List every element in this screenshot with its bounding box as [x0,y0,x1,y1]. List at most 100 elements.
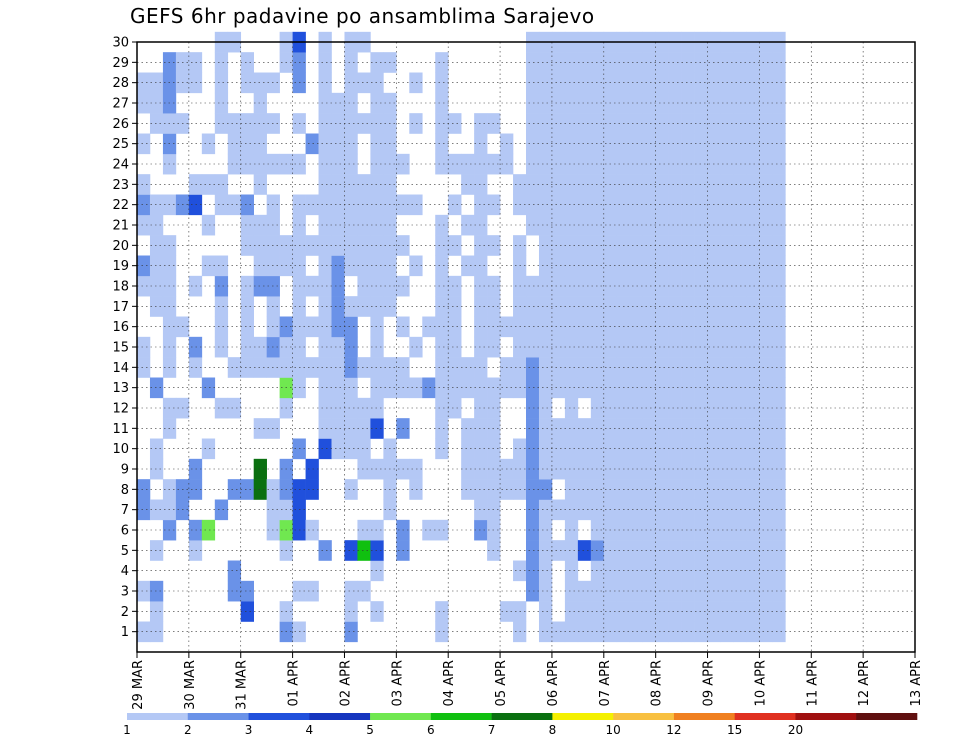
heatmap-cell [564,133,579,155]
heatmap-cell [629,153,643,175]
heatmap-cell [759,174,773,195]
heatmap-cell [526,174,540,195]
heatmap-cell [318,194,332,216]
heatmap-cell [694,113,708,134]
heatmap-cell [655,397,669,419]
heatmap-cell [694,275,708,297]
heatmap-cell [214,92,229,114]
heatmap-cell [149,601,164,622]
heatmap-cell [551,235,566,256]
heatmap-cell [772,296,786,317]
heatmap-cell [331,113,345,134]
heatmap-cell [642,601,656,622]
heatmap-cell [577,458,592,480]
heatmap-cell [240,296,254,317]
heatmap-cell [370,336,384,358]
heatmap-cell [668,235,682,256]
y-tick-label: 17 [112,300,129,315]
heatmap-cell [538,621,553,643]
heatmap-cell [538,519,553,541]
heatmap-cell [694,438,708,460]
heatmap-cell [344,377,358,399]
heatmap-cell [149,377,164,399]
heatmap-cell [577,174,592,195]
heatmap-cell [772,275,786,297]
heatmap-cell [318,235,332,256]
heatmap-cell [746,174,760,195]
heatmap-cell [227,357,242,378]
heatmap-cell [240,153,254,175]
heatmap-cell [668,275,682,297]
heatmap-cell [357,72,371,94]
heatmap-cell [461,214,475,236]
heatmap-cell [201,174,216,195]
heatmap-cell [772,540,786,561]
heatmap-cell [370,540,384,561]
heatmap-cell [642,72,656,94]
x-tick-label: 06 APR [546,660,561,706]
heatmap-cell [331,418,345,439]
heatmap-cell [668,499,682,521]
heatmap-cell [474,296,488,317]
heatmap-cell [642,275,656,297]
heatmap-cell [642,153,656,175]
heatmap-cell [370,316,384,338]
heatmap-cell [370,601,384,622]
heatmap-cell [344,540,358,561]
heatmap-cell [668,336,682,358]
heatmap-cell [331,377,345,399]
heatmap-cell [422,377,436,399]
heatmap-cell [681,113,695,134]
heatmap-cell [668,194,682,216]
heatmap-cell [461,479,475,500]
heatmap-cell [694,52,708,73]
heatmap-cell [642,580,656,602]
heatmap-cell [551,357,566,378]
heatmap-cell [149,438,164,460]
colorbar-label: 8 [549,723,557,737]
heatmap-cell [214,499,229,521]
heatmap-cell [668,397,682,419]
heatmap-cell [331,92,345,114]
heatmap-cell [577,153,592,175]
colorbar-swatch [187,713,249,720]
heatmap-cell [201,377,216,399]
y-tick-label: 30 [112,36,129,51]
heatmap-cell [759,72,773,94]
heatmap-cell [577,52,592,73]
heatmap-cell [772,397,786,419]
heatmap-cell [435,52,449,73]
heatmap-cell [694,377,708,399]
heatmap-cell [759,479,773,500]
heatmap-cell [642,397,656,419]
heatmap-cell [772,316,786,338]
heatmap-cell [759,377,773,399]
heatmap-cell [538,357,553,378]
heatmap-cell [474,235,488,256]
heatmap-cell [551,52,566,73]
heatmap-cell [772,357,786,378]
heatmap-cell [746,621,760,643]
heatmap-cell [681,336,695,358]
heatmap-cell [772,621,786,643]
heatmap-cell [642,113,656,134]
heatmap-cell [253,133,267,155]
heatmap-cell [435,519,449,541]
heatmap-cell [474,519,488,541]
heatmap-cell [370,458,384,480]
heatmap-cell [681,133,695,155]
heatmap-cell [772,336,786,358]
heatmap-cell [435,275,449,297]
heatmap-cell [564,316,579,338]
heatmap-cell [694,560,708,582]
heatmap-cell [681,519,695,541]
heatmap-cell [214,275,229,297]
colorbar-label: 2 [184,723,192,737]
heatmap-cell [694,540,708,561]
heatmap-cell [435,255,449,277]
heatmap-cell [474,499,488,521]
heatmap-cell [435,153,449,175]
heatmap-cell [357,580,371,602]
heatmap-cell [240,133,254,155]
heatmap-cell [137,479,151,500]
